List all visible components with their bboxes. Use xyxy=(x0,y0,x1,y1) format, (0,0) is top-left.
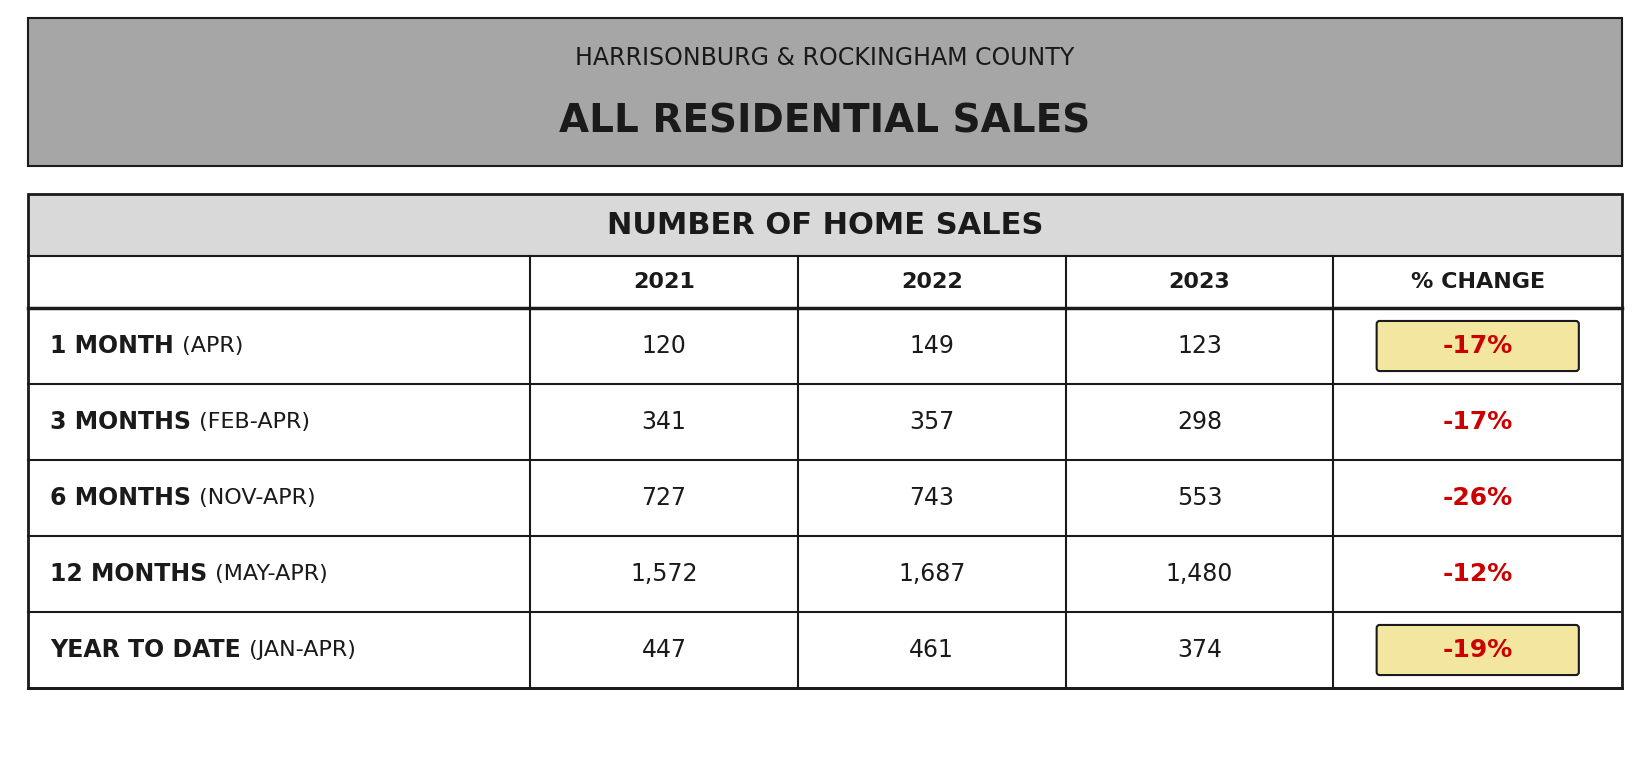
Bar xyxy=(28,612,1622,688)
FancyBboxPatch shape xyxy=(1376,625,1579,675)
Text: 12 MONTHS: 12 MONTHS xyxy=(50,562,208,586)
Text: (FEB-APR): (FEB-APR) xyxy=(191,412,310,432)
Text: 553: 553 xyxy=(1176,486,1223,510)
Bar xyxy=(28,194,1622,688)
Text: 2023: 2023 xyxy=(1168,272,1231,292)
Bar xyxy=(28,384,1622,460)
Bar xyxy=(28,18,1622,166)
FancyBboxPatch shape xyxy=(1376,321,1579,371)
Text: (MAY-APR): (MAY-APR) xyxy=(208,564,328,584)
Text: (APR): (APR) xyxy=(175,336,243,356)
Bar xyxy=(28,194,1622,256)
Text: 461: 461 xyxy=(909,638,954,662)
Text: HARRISONBURG & ROCKINGHAM COUNTY: HARRISONBURG & ROCKINGHAM COUNTY xyxy=(576,46,1074,70)
Text: (NOV-APR): (NOV-APR) xyxy=(191,488,315,508)
Text: -26%: -26% xyxy=(1442,486,1513,510)
Text: % CHANGE: % CHANGE xyxy=(1411,272,1544,292)
Text: ALL RESIDENTIAL SALES: ALL RESIDENTIAL SALES xyxy=(559,102,1091,140)
Text: -17%: -17% xyxy=(1442,410,1513,434)
Text: -12%: -12% xyxy=(1442,562,1513,586)
Text: NUMBER OF HOME SALES: NUMBER OF HOME SALES xyxy=(607,210,1043,240)
Text: 2021: 2021 xyxy=(634,272,695,292)
Text: 743: 743 xyxy=(909,486,954,510)
Text: 2022: 2022 xyxy=(901,272,962,292)
Text: 149: 149 xyxy=(909,334,954,358)
Text: -19%: -19% xyxy=(1442,638,1513,662)
Text: 341: 341 xyxy=(642,410,686,434)
Text: 357: 357 xyxy=(909,410,954,434)
Text: 123: 123 xyxy=(1176,334,1223,358)
Text: 447: 447 xyxy=(642,638,686,662)
Bar xyxy=(28,308,1622,384)
Bar xyxy=(28,460,1622,536)
Text: 1,687: 1,687 xyxy=(898,562,965,586)
Text: 1,480: 1,480 xyxy=(1167,562,1233,586)
Text: 120: 120 xyxy=(642,334,686,358)
Text: YEAR TO DATE: YEAR TO DATE xyxy=(50,638,241,662)
Text: 298: 298 xyxy=(1176,410,1223,434)
Text: 1 MONTH: 1 MONTH xyxy=(50,334,173,358)
Text: -17%: -17% xyxy=(1442,334,1513,358)
Bar xyxy=(28,256,1622,308)
Text: 6 MONTHS: 6 MONTHS xyxy=(50,486,191,510)
Bar xyxy=(28,536,1622,612)
Text: (JAN-APR): (JAN-APR) xyxy=(243,640,356,660)
Text: 1,572: 1,572 xyxy=(630,562,698,586)
Text: 374: 374 xyxy=(1176,638,1223,662)
Text: 3 MONTHS: 3 MONTHS xyxy=(50,410,191,434)
Text: 727: 727 xyxy=(642,486,686,510)
